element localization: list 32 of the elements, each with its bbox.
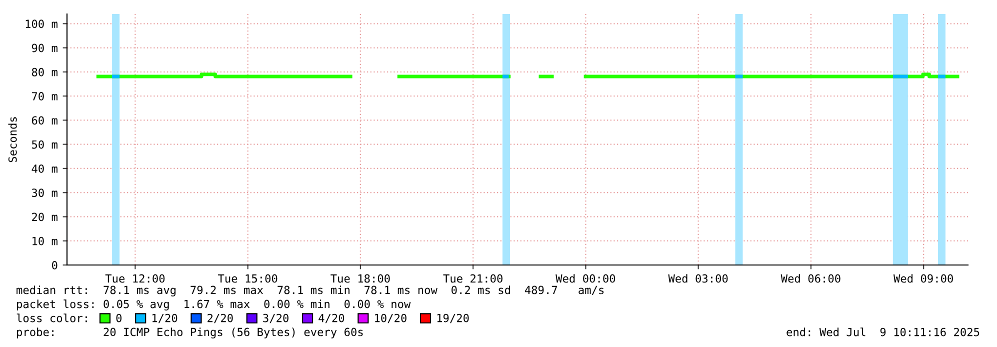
- y-tick-label: 40 m: [32, 164, 58, 173]
- x-tick-label: Wed 06:00: [780, 274, 840, 283]
- legend-label: 2/20: [208, 314, 233, 324]
- legend-label: 3/20: [263, 314, 288, 324]
- legend-label: 4/20: [318, 314, 344, 324]
- x-tick-label: Tue 15:00: [218, 274, 278, 283]
- y-tick-label: 50 m: [32, 140, 58, 149]
- x-tick-label: Wed 03:00: [668, 274, 728, 283]
- x-tick-label: Wed 09:00: [893, 274, 953, 283]
- x-tick-label: Tue 18:00: [330, 274, 390, 283]
- legend-label: 10/20: [375, 314, 406, 324]
- y-tick-label: 20 m: [32, 212, 58, 222]
- y-axis-title: Seconds: [8, 117, 17, 162]
- text: probe: 20 ICMP Echo Pings (56 Bytes) every 60s: [17, 328, 363, 338]
- y-tick-label: 10 m: [32, 236, 58, 246]
- y-tick-label: 90 m: [32, 44, 58, 52]
- y-tick-label: 30 m: [32, 188, 58, 198]
- x-tick-label: Wed 00:00: [556, 274, 616, 283]
- legend-label: 1/20: [152, 314, 178, 324]
- y-tick-label: 100 m: [26, 20, 58, 28]
- y-tick-label: 80 m: [32, 68, 58, 76]
- legend-label: 19/20: [437, 314, 469, 324]
- legend-label: 0: [116, 314, 122, 322]
- x-tick-label: Tue 21:00: [443, 274, 502, 283]
- y-tick-label: 0: [52, 261, 58, 270]
- y-tick-label: 70 m: [32, 92, 58, 100]
- legend-title: loss color:: [16, 314, 87, 322]
- y-tick-label: 60 m: [32, 116, 58, 125]
- text: packet loss: 0.05 % avg 1.67 % max 0.00 % min 0.00 % now: [17, 300, 411, 310]
- text: end: Wed Jul 9 10:11:16 2025: [786, 328, 980, 336]
- text: median rtt: 78.1 ms avg 79.2 ms max 78.1 ms min 78.1 ms now 0.2 ms sd 489.7 am/s: [16, 286, 604, 296]
- x-tick-label: Tue 12:00: [105, 274, 165, 283]
